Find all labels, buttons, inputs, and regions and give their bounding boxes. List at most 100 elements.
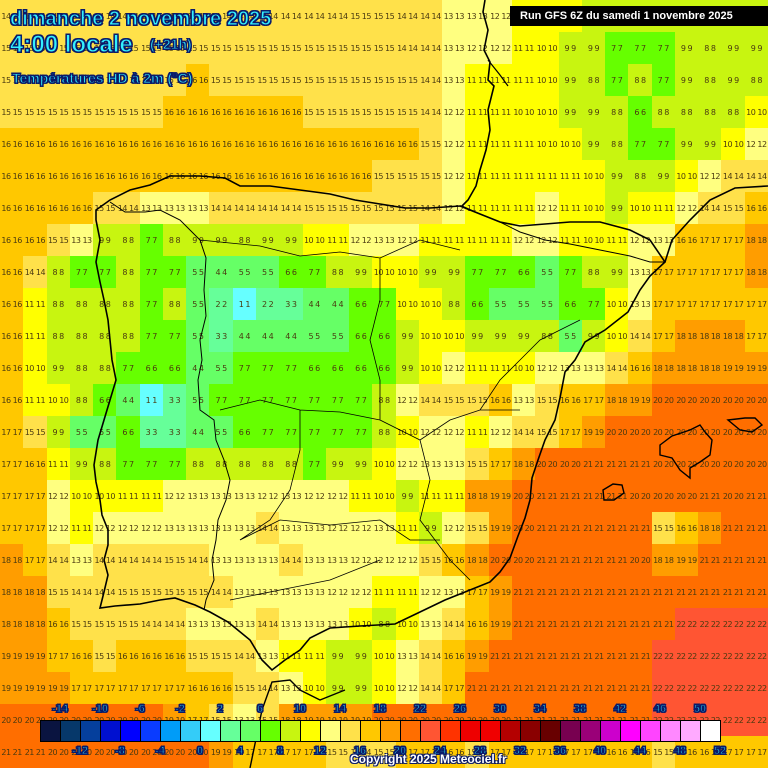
temperature-cell: 18 18 [465,480,489,512]
temperature-cell: 13 13 [186,608,210,640]
temperature-cell: 9 9 [395,480,419,512]
temperature-cell: 13 13 [442,32,466,64]
temperature-cell: 14 14 [186,544,210,576]
temperature-cell: 13 13 [302,608,326,640]
temperature-cell: 20 20 [674,480,699,512]
temperature-cell: 20 20 [628,480,652,512]
temperature-cell: 20 20 [651,448,675,480]
temperature-cell: 21 21 [698,480,722,512]
temperature-cell: 16 16 [69,640,94,672]
temperature-cell: 13 13 [162,192,187,224]
temperature-cell: 16 16 [23,128,47,160]
temperature-cell: 12 12 [535,224,559,256]
temperature-cell: 7 7 [162,448,187,480]
temperature-cell: 6 6 [372,320,396,352]
temperature-cell: 6 6 [628,96,652,128]
temperature-cell: 16 16 [69,128,94,160]
temperature-cell: 15 15 [372,32,396,64]
temperature-cell: 16 16 [256,96,280,128]
temperature-cell: 15 15 [116,96,140,128]
temperature-cell: 19 19 [488,608,512,640]
temperature-cell: 11 11 [488,96,512,128]
legend-top-label: 50 [693,703,707,716]
temperature-cell: 9 9 [698,128,722,160]
temperature-cell: 17 17 [69,672,94,704]
temperature-cell: 22 22 [744,608,768,640]
legend-top-label: 22 [413,703,427,716]
temperature-cell: 16 16 [69,160,94,192]
temperature-cell: 15 15 [535,384,559,416]
temperature-cell: 9 9 [69,448,94,480]
temperature-cell: 12 12 [395,544,419,576]
temperature-cell: 4 4 [116,384,140,416]
temperature-cell: 14 14 [209,0,233,32]
temperature-cell: 15 15 [279,64,303,96]
temperature-cell: 5 5 [488,288,512,320]
temperature-cell: 21 21 [581,640,606,672]
temperature-cell: 7 7 [488,256,512,288]
temperature-cell: 16 16 [372,128,396,160]
legend-swatch [61,721,81,741]
temperature-cell: 21 21 [558,544,582,576]
temperature-cell: 10 10 [372,480,396,512]
temperature-cell: 15 15 [69,32,94,64]
temperature-cell: 21 21 [488,640,512,672]
temperature-cell: 8 8 [372,608,396,640]
temperature-cell: 8 8 [69,384,94,416]
temperature-cell: 21 21 [628,608,652,640]
legend-bottom-label: 24 [433,745,447,758]
temperature-cell: 14 14 [256,672,280,704]
temperature-cell: 12 12 [349,576,373,608]
temperature-cell: 6 6 [558,288,582,320]
temperature-cell: 13 13 [209,480,233,512]
temperature-cell: 15 15 [209,64,233,96]
temperature-cell: 22 22 [698,672,722,704]
temperature-cell: 15 15 [232,672,256,704]
temperature-cell: 13 13 [69,224,94,256]
temperature-cell: 7 7 [162,256,187,288]
temperature-cell: 18 18 [674,352,699,384]
temperature-cell: 9 9 [721,32,745,64]
temperature-cell: 11 11 [465,352,489,384]
temperature-cell: 17 17 [721,256,745,288]
temperature-cell: 7 7 [139,256,163,288]
legend-swatch [381,721,401,741]
copyright-text: Copyright 2025 Meteociel.fr [350,752,507,766]
temperature-cell: 9 9 [46,352,70,384]
temperature-cell: 17 17 [512,736,536,768]
temperature-cell: 10 10 [721,128,745,160]
temperature-cell: 17 17 [674,256,699,288]
temperature-cell: 8 8 [628,160,652,192]
temperature-cell: 13 13 [325,544,350,576]
temperature-cell: 8 8 [442,288,466,320]
temperature-cell: 15 15 [418,544,443,576]
legend-swatch [561,721,581,741]
temperature-cell: 6 6 [232,416,256,448]
temperature-cell: 14 14 [93,544,117,576]
temperature-cell: 5 5 [186,256,210,288]
temperature-cell: 10 10 [372,448,396,480]
temperature-cell: 10 10 [418,288,443,320]
legend-bottom-label: 52 [713,745,727,758]
temperature-cell: 13 13 [395,640,419,672]
temperature-cell: 16 16 [209,128,233,160]
legend-swatch [661,721,681,741]
temperature-cell: 12 12 [674,192,699,224]
temperature-cell: 12 12 [442,128,466,160]
temperature-cell: 12 12 [418,576,443,608]
temperature-cell: 16 16 [0,256,24,288]
temperature-cell: 14 14 [209,192,233,224]
temperature-cell: 15 15 [46,576,70,608]
temperature-cell: 6 6 [465,288,489,320]
temperature-cell: 12 12 [744,128,768,160]
temperature-cell: 10 10 [535,96,559,128]
temperature-cell: 21 21 [628,448,652,480]
temperature-cell: 10 10 [349,608,373,640]
temperature-cell: 12 12 [162,480,187,512]
temperature-cell: 14 14 [279,0,303,32]
temperature-cell: 14 14 [512,416,536,448]
temperature-cell: 13 13 [279,608,303,640]
temperature-cell: 8 8 [372,384,396,416]
temperature-cell: 9 9 [558,64,582,96]
